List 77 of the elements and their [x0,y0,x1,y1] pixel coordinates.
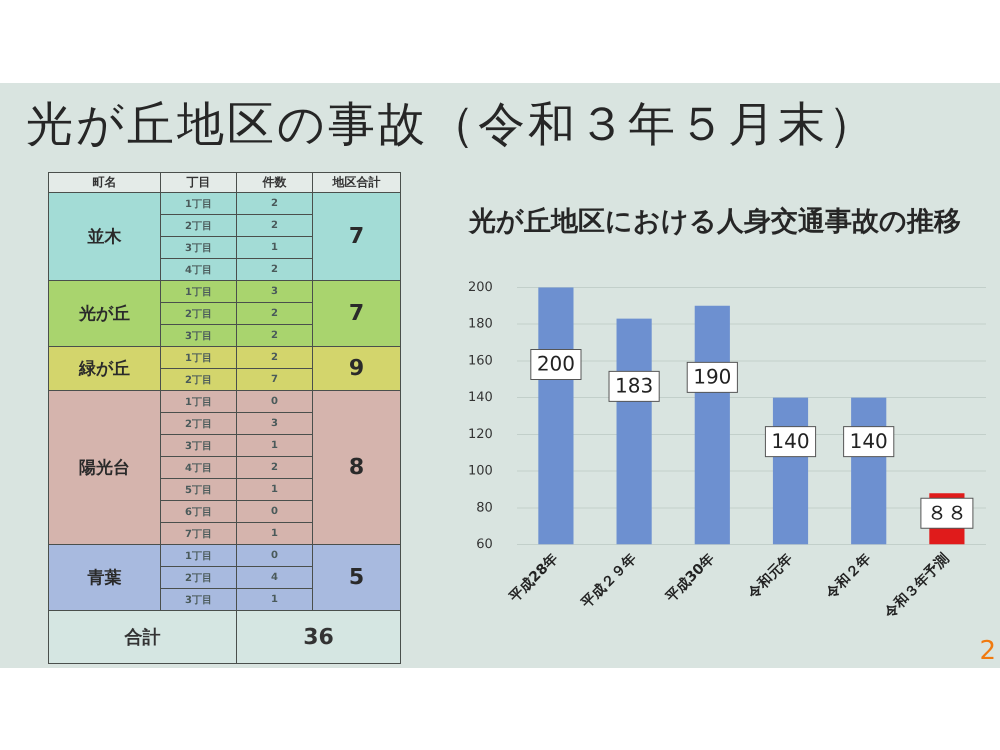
category-label: 光が丘 [79,303,130,325]
data-label: 7 [348,224,364,249]
data-label: 2 [271,330,278,341]
text: 地区合計 [332,174,380,191]
data-label: 5 [348,565,364,590]
x-tick-label: 令和３年予測 [880,550,952,622]
data-label: 3 [271,286,278,297]
y-tick-label: 3丁目 [185,330,212,342]
x-tick-label: 平成28年 [506,550,562,606]
y-tick-label: 140 [468,390,493,406]
category-label: 青葉 [88,567,122,589]
y-tick-label: 120 [468,426,493,442]
y-tick-label: 2丁目 [185,374,212,386]
data-label: 7 [348,301,364,326]
y-tick-label: 2丁目 [185,220,212,232]
data-label: 9 [348,356,364,381]
y-tick-label: 1丁目 [185,198,212,210]
y-tick-label: 5丁目 [185,484,212,496]
y-tick-label: 2丁目 [185,572,212,584]
y-tick-label: 2丁目 [185,418,212,430]
data-label: 140 [771,428,810,453]
data-label: 1 [271,528,278,539]
y-tick-label: 60 [476,537,493,552]
data-label: 0 [271,506,278,517]
data-label: 8 [348,455,364,480]
data-label: 183 [615,374,654,398]
x-tick-label: 件数 [262,174,286,191]
data-label: 1 [271,484,278,495]
text: 町名 [92,174,116,191]
data-label: 1 [271,242,278,253]
data-label: 190 [693,364,732,389]
data-label: 1 [271,594,278,605]
text: 光が丘地区の事故（令和３年５月末） [26,98,878,153]
category-label: 並木 [88,226,122,248]
y-tick-label: 1丁目 [185,550,212,562]
y-tick-label: 100 [468,464,493,479]
data-label: 2 [271,220,278,231]
category-label: 緑が丘 [79,358,130,380]
x-tick-label: 令和２年 [822,550,874,602]
y-tick-label: 3丁目 [185,440,212,452]
x-tick-label: 令和元年 [744,550,796,602]
data-label: 2 [271,198,278,209]
y-tick-label: 80 [476,500,493,516]
data-label: 4 [271,572,278,583]
chart-title: 光が丘地区における人身交通事故の推移 [468,206,961,238]
y-axis-title: 丁目 [186,174,210,191]
text: 36 [303,624,334,650]
category-label: 陽光台 [79,457,130,479]
data-label: 3 [271,418,278,429]
data-label: 2 [271,308,278,319]
y-tick-label: 6丁目 [185,506,212,518]
text: 合計 [124,626,160,649]
y-tick-label: 7丁目 [185,528,212,540]
data-label: 0 [271,550,278,561]
data-label: 2 [271,352,278,363]
y-tick-label: 200 [468,280,493,295]
y-tick-label: 3丁目 [185,242,212,254]
data-label: 2 [271,264,278,275]
y-tick-label: 160 [468,353,493,368]
text: 2 [979,636,996,666]
y-tick-label: 1丁目 [185,352,212,364]
y-tick-label: 2丁目 [185,308,212,320]
y-tick-label: 4丁目 [185,462,212,474]
y-tick-label: 1丁目 [185,286,212,298]
y-tick-label: 1丁目 [185,396,212,408]
x-tick-label: 平成30年 [662,550,718,606]
data-label: 200 [536,352,576,376]
data-label: 1 [271,440,278,451]
data-label: ８８ [926,500,967,524]
y-tick-label: 3丁目 [185,594,212,606]
data-label: 7 [271,374,278,385]
data-label: 2 [271,462,278,473]
data-label: 140 [850,428,888,453]
x-tick-label: 平成２９年 [578,550,640,612]
data-label: 0 [271,396,278,407]
y-tick-label: 4丁目 [185,264,212,276]
y-tick-label: 180 [468,316,493,332]
